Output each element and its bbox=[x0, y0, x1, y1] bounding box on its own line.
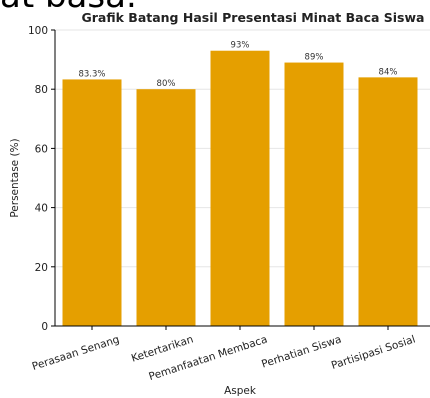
y-ticks: 0 20 40 60 80 100 bbox=[28, 25, 55, 333]
data-label: 80% bbox=[157, 79, 176, 89]
data-label: 83.3% bbox=[78, 69, 105, 79]
x-axis-label: Aspek bbox=[224, 385, 257, 397]
bar bbox=[210, 50, 270, 326]
cropped-caption-text: at basa. bbox=[0, 0, 137, 16]
data-label: 84% bbox=[379, 67, 398, 77]
x-tick-label: Perasaan Senang bbox=[31, 333, 121, 373]
data-label: 89% bbox=[305, 53, 324, 63]
bar bbox=[284, 62, 344, 327]
y-tick-label: 80 bbox=[35, 84, 48, 96]
y-tick-label: 60 bbox=[35, 143, 48, 155]
chart-title: Grafik Batang Hasil Presentasi Minat Bac… bbox=[82, 10, 425, 25]
y-axis-label: Persentase (%) bbox=[9, 138, 21, 217]
axes bbox=[54, 30, 430, 327]
bar bbox=[62, 79, 122, 326]
data-labels: 83.3% 80% 93% 89% 84% bbox=[78, 41, 397, 89]
bar bbox=[136, 89, 196, 326]
bar bbox=[358, 77, 418, 326]
y-tick-label: 100 bbox=[28, 25, 48, 37]
y-tick-label: 0 bbox=[41, 321, 48, 333]
y-tick-label: 40 bbox=[35, 203, 48, 215]
y-tick-label: 20 bbox=[35, 262, 48, 274]
data-label: 93% bbox=[231, 41, 250, 51]
bars bbox=[62, 50, 418, 327]
x-tick-label: Partisipasi Sosial bbox=[330, 333, 417, 372]
